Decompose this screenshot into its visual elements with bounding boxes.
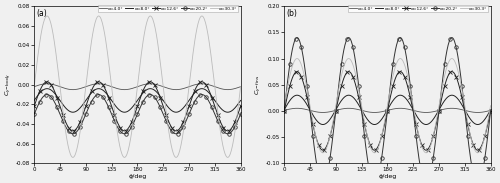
X-axis label: ϕ/deg: ϕ/deg	[378, 174, 396, 179]
Y-axis label: $C_{y\mathrm{-fins}}$: $C_{y\mathrm{-fins}}$	[254, 75, 264, 95]
Legend: α=4.0°, α=8.0°, α=12.6°, α=20.2°, α=30.3°: α=4.0°, α=8.0°, α=12.6°, α=20.2°, α=30.3…	[348, 5, 488, 12]
Text: (b): (b)	[286, 9, 297, 18]
X-axis label: ϕ/deg: ϕ/deg	[128, 174, 146, 179]
Text: (a): (a)	[36, 9, 47, 18]
Y-axis label: $C_{y\mathrm{-body}}$: $C_{y\mathrm{-body}}$	[4, 73, 14, 96]
Legend: α=4.0°, α=8.0°, α=12.6°, α=20.2°, α=30.3°: α=4.0°, α=8.0°, α=12.6°, α=20.2°, α=30.3…	[98, 5, 238, 12]
